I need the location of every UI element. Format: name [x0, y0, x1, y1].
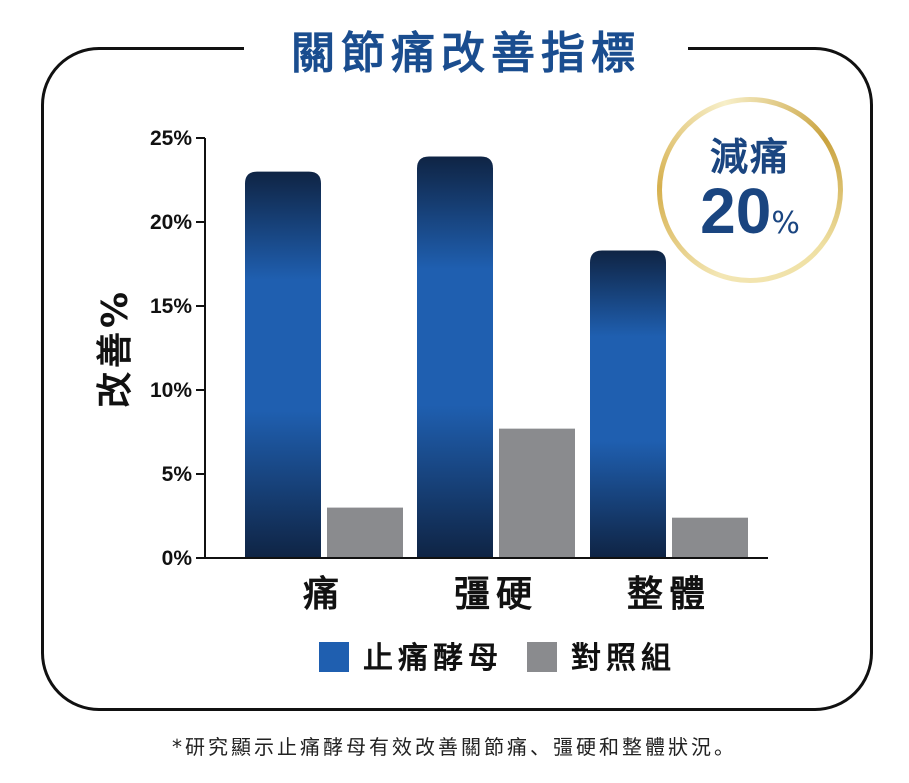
- badge-value-wrap: 20%: [700, 178, 800, 244]
- page-title: 關節痛改善指標: [291, 28, 641, 79]
- x-tick-label: 痛: [303, 574, 345, 615]
- x-tick-label: 彊硬: [454, 574, 538, 615]
- y-tick-label: 5%: [162, 463, 193, 486]
- y-tick-label: 20%: [150, 211, 192, 234]
- bar-control: [499, 428, 575, 558]
- badge-inner: 減痛 20%: [662, 102, 838, 278]
- legend-swatch: [319, 642, 349, 672]
- bar-control: [327, 507, 403, 558]
- bar-treatment: [590, 250, 666, 558]
- legend-label: 對照組: [571, 641, 676, 676]
- bar-treatment: [245, 171, 321, 558]
- reduction-badge: 減痛 20%: [657, 97, 843, 283]
- legend-label: 止痛酵母: [363, 641, 503, 676]
- badge-text: 減痛: [709, 135, 790, 179]
- legend-swatch: [527, 642, 557, 672]
- bar-control: [672, 517, 748, 558]
- y-tick-label: 25%: [150, 127, 192, 150]
- y-tick-label: 0%: [162, 547, 193, 570]
- x-axis: 痛 彊硬 整體: [205, 557, 768, 615]
- badge-value: 20: [700, 175, 772, 247]
- y-axis: 0% 5% 10% 15% 20% 25%: [150, 127, 206, 570]
- legend: 止痛酵母 對照組: [319, 641, 676, 676]
- y-axis-label: 改善%: [95, 288, 136, 408]
- x-tick-label: 整體: [627, 574, 711, 615]
- bars-group: [245, 156, 748, 559]
- badge-unit: %: [771, 206, 800, 241]
- y-tick-label: 15%: [150, 295, 192, 318]
- footnote: *研究顯示止痛酵母有效改善關節痛、彊硬和整體狀況。: [172, 735, 737, 759]
- bar-treatment: [417, 156, 493, 559]
- y-tick-label: 10%: [150, 379, 192, 402]
- title-background: [244, 18, 688, 80]
